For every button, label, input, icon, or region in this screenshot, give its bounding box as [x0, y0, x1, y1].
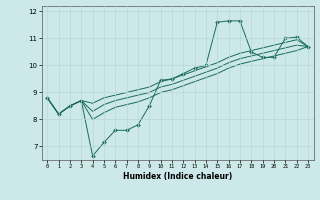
X-axis label: Humidex (Indice chaleur): Humidex (Indice chaleur): [123, 172, 232, 181]
